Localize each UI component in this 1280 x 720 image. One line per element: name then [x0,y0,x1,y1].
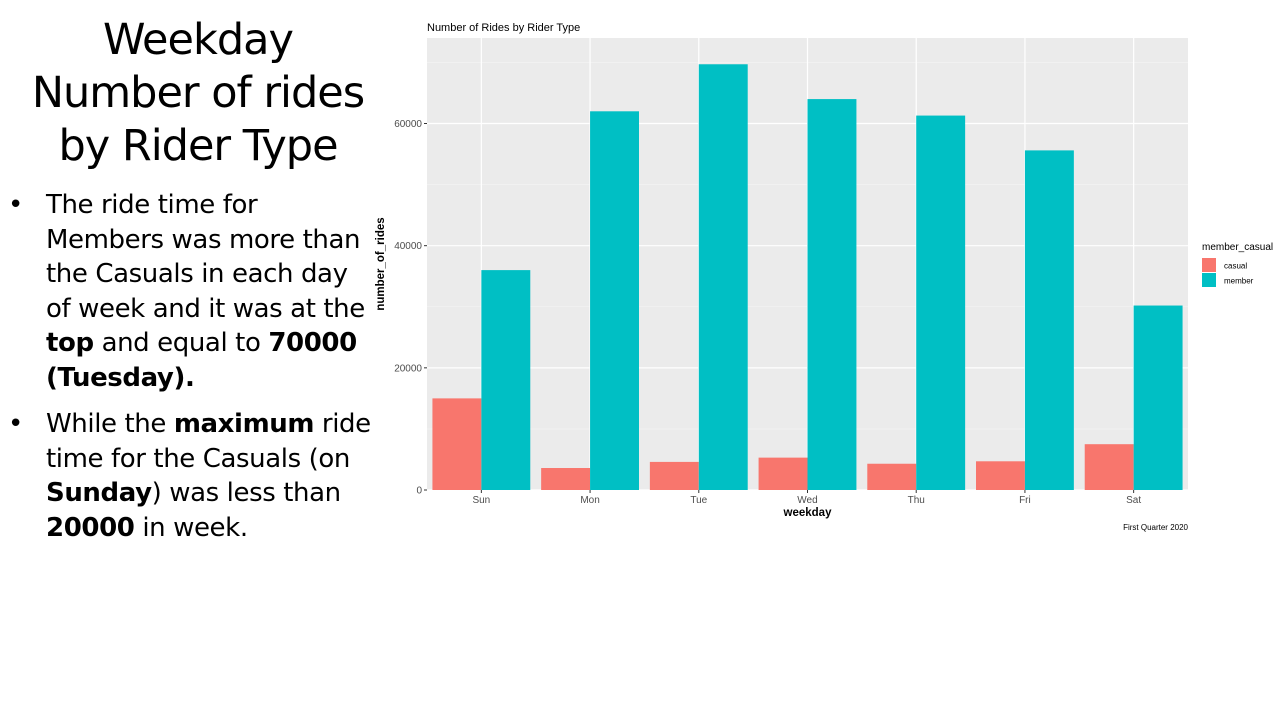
x-tick-label: Sun [472,495,490,506]
slide-title: Weekday Number of rides by Rider Type [31,15,365,171]
bullet-text-bold: maximum [173,409,315,439]
bar-member [698,64,748,490]
bullet-text: ride time for the Casuals (on [46,409,371,474]
bar-member [916,115,966,491]
y-axis-label: number_of_rides [375,217,387,310]
legend-key-casual [1202,258,1216,272]
bullet-item: • The ride time for Members was more than… [8,188,378,395]
bullet-text: and equal to [93,328,269,358]
bullet-text-bold: Sunday [46,478,152,508]
legend-title: member_casual [1202,242,1273,253]
bar-casual [1084,444,1134,490]
bullet-text-bold: top [46,328,94,358]
grouped-bar-chart: Number of Rides by Rider Type 0 20000 40000… [375,22,1273,532]
x-tick-label: Mon [580,495,599,506]
bar-member [590,111,639,490]
x-axis-label: weekday [783,507,833,519]
chart-title: Number of Rides by Rider Type [427,22,580,34]
bar-member [1133,305,1183,490]
bar-member [481,270,531,490]
bar-casual [758,457,808,490]
bar-casual [867,463,917,490]
bullet-marker: • [8,409,23,439]
x-tick-label: Fri [1019,495,1031,506]
y-tick-label: 20000 [394,363,422,374]
bar-casual [432,398,482,490]
x-tick-label: Tue [690,495,707,506]
bar-member [807,99,857,490]
x-tick-label: Sat [1126,495,1141,506]
legend-key-member [1202,273,1216,287]
chart-container: Number of Rides by Rider Type 0 20000 40000… [370,10,1280,540]
bar-casual [976,461,1025,490]
bar-member [1024,150,1074,490]
legend-label: casual [1224,262,1247,271]
bar-casual [541,468,591,490]
y-tick-label: 0 [416,486,422,497]
bullet-item: • While the maximum ride time for the Cas… [8,407,378,545]
bullet-text: ) was less than [151,478,341,508]
bar-casual [649,461,699,490]
x-tick-label: Thu [908,495,925,506]
legend-label: member [1224,277,1254,286]
bullet-text-bold: 20000 [46,512,135,543]
bullet-marker: • [8,190,23,220]
chart-caption: First Quarter 2020 [1123,523,1188,532]
y-tick-label: 40000 [394,241,422,252]
bullet-list: • The ride time for Members was more than… [8,188,378,557]
bullet-text: While the [46,409,174,439]
bullet-text: The ride time for Members was more than … [46,190,365,324]
y-tick-label: 60000 [394,119,422,130]
bullet-text-bold: 70000 (Tuesday). [46,328,357,393]
bullet-text: in week. [134,512,248,543]
x-tick-label: Wed [797,495,817,506]
